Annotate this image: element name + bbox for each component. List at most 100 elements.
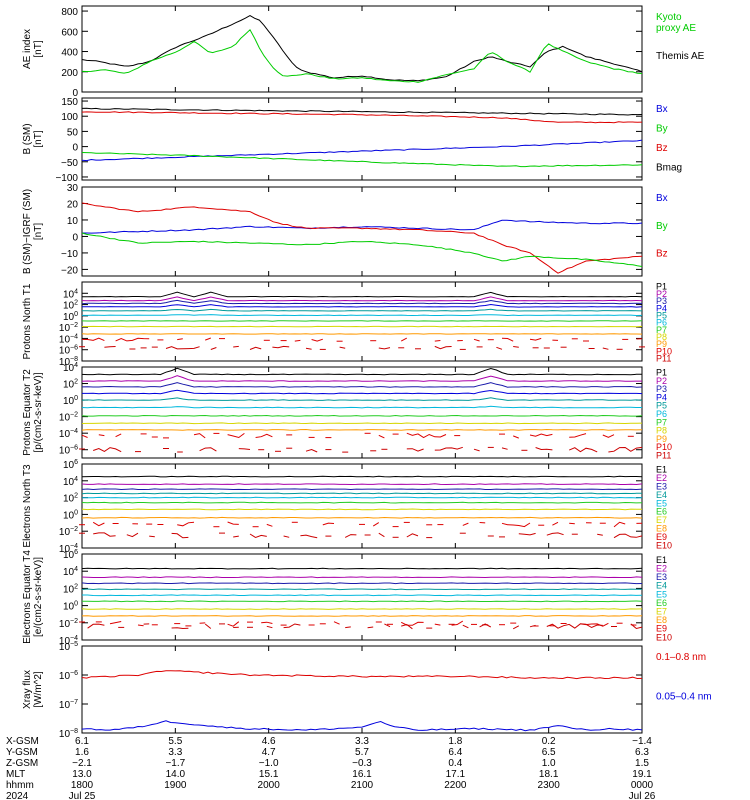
series-line (451, 620, 464, 626)
series-line (512, 625, 520, 630)
series-line (205, 337, 211, 341)
y-tick-label: 400 (61, 48, 78, 59)
legend-item: P5 (656, 401, 667, 411)
series-line (81, 320, 643, 322)
series-line (109, 621, 122, 625)
series-line (81, 483, 643, 486)
series-line (81, 615, 643, 617)
series-line (81, 308, 643, 312)
y-tick-label: 150 (61, 97, 78, 108)
y-tick-label: 104 (63, 566, 78, 578)
y-tick-label: 10−8 (59, 356, 78, 368)
series-line (529, 624, 536, 628)
legend-item: E8 (656, 524, 667, 534)
series-line (98, 434, 105, 437)
footer-cell: 19.1 (632, 769, 652, 780)
legend-item: E5 (656, 589, 667, 599)
footer-cell: 2000 (258, 780, 281, 791)
y-tick-label: 10−4 (59, 635, 78, 647)
series-line (81, 299, 643, 305)
footer-cell: 15.1 (259, 769, 279, 780)
series-line (233, 535, 239, 538)
legend-item: P8 (656, 426, 667, 436)
legend-item: Bx (656, 193, 668, 204)
series-line (501, 522, 531, 528)
legend-item: P10 (656, 442, 672, 452)
series-line (115, 433, 122, 438)
series-line (272, 345, 290, 349)
legend-item: P2 (656, 376, 667, 386)
footer-cell: 13.0 (72, 769, 92, 780)
series-line (283, 535, 290, 538)
y-axis-label: B (SM) (22, 123, 33, 154)
y-axis-unit: [p/(cm2-s-sr-keV)] (33, 372, 44, 452)
series-line (406, 448, 424, 452)
y-tick-label: 104 (63, 288, 78, 300)
series-line (81, 428, 643, 431)
legend-item: P6 (656, 409, 667, 419)
footer-cell: 6.3 (635, 747, 649, 758)
y-axis-unit: [e/(cm2-s-sr-keV)] (33, 557, 44, 637)
y-tick-label: −100 (55, 173, 78, 184)
series-line (266, 625, 273, 629)
series-line (384, 623, 391, 628)
footer-cell: 1.5 (635, 758, 649, 769)
y-tick-label: 106 (63, 459, 78, 471)
series-line (546, 532, 564, 536)
series-line (199, 447, 217, 452)
series-line (283, 623, 301, 629)
series-line (434, 446, 463, 451)
y-tick-label: 100 (61, 112, 78, 123)
y-axis-label: B (SM)−IGRF (SM) (22, 189, 33, 274)
footer-cell: 4.6 (262, 736, 276, 747)
series-line (177, 338, 183, 341)
footer-cell: 3.3 (355, 736, 369, 747)
series-line (81, 488, 643, 491)
legend-item: P9 (656, 434, 667, 444)
series-line (81, 337, 105, 342)
series-line (81, 434, 88, 438)
panel-8: 10−5 10−6 10−7 10−8 Xray flux [W/m^2] 0.1–0.8 … (22, 641, 712, 740)
footer-cell: 6.4 (448, 747, 462, 758)
series-line (344, 534, 357, 538)
panel-5: 104 102 100 10−2 10−4 10−6 Protons Equator T2[… (22, 362, 672, 460)
footer-cell: 1900 (164, 780, 187, 791)
series-line (126, 532, 139, 538)
series-line (378, 532, 385, 538)
legend-item: Bx (656, 104, 668, 115)
legend-item: Themis AE (656, 51, 705, 62)
series-line (81, 202, 643, 274)
series-line (210, 347, 217, 350)
legend-item: E9 (656, 532, 667, 542)
series-line (255, 433, 273, 438)
series-line (552, 521, 559, 526)
footer-cell: −0.3 (352, 758, 372, 769)
legend-item: 0.05–0.4 nm (656, 692, 712, 703)
series-line (249, 533, 267, 539)
y-axis-label: Xray flux (22, 670, 33, 709)
y-tick-label: −50 (61, 158, 78, 169)
legend-item: P10 (656, 346, 672, 356)
series-line (81, 516, 643, 519)
y-tick-label: −10 (61, 249, 78, 260)
series-line (81, 588, 643, 591)
series-line (81, 232, 643, 267)
footer-cell: 4.7 (262, 747, 276, 758)
series-line (513, 346, 519, 348)
y-axis-unit: [nT] (33, 40, 44, 57)
y-tick-label: 10−4 (59, 333, 78, 345)
series-line (81, 382, 643, 388)
y-tick-label: 800 (61, 7, 78, 18)
series-line (81, 414, 643, 417)
series-line (177, 521, 195, 527)
legend-item: P2 (656, 289, 667, 299)
legend-item: P11 (656, 354, 671, 364)
series-line (81, 720, 643, 732)
footer-cell: 5.5 (168, 736, 182, 747)
y-tick-label: 102 (63, 300, 78, 312)
footer-cell: 16.1 (352, 769, 372, 780)
series-line (82, 389, 643, 395)
